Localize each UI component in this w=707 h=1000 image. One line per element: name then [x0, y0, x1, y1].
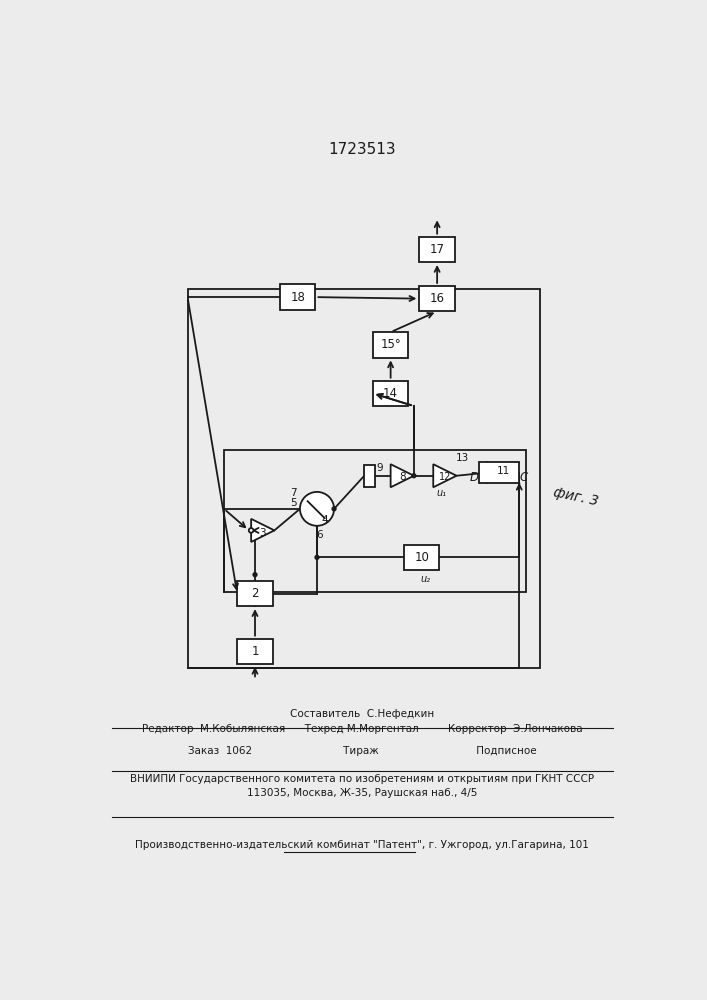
Bar — [237, 581, 273, 606]
Circle shape — [300, 492, 334, 526]
Text: 5: 5 — [291, 498, 297, 508]
Bar — [373, 332, 409, 358]
Text: 16: 16 — [430, 292, 445, 305]
Text: 12: 12 — [438, 472, 451, 482]
Text: 15°: 15° — [380, 338, 401, 351]
Circle shape — [249, 528, 253, 533]
Bar — [224, 450, 526, 592]
Circle shape — [412, 474, 416, 478]
Text: 1: 1 — [251, 645, 259, 658]
Text: Редактор  М.Кобылянская      Техред М.Моргентал         Корректор  Э.Лончакова: Редактор М.Кобылянская Техред М.Моргента… — [141, 724, 583, 734]
Bar — [364, 465, 375, 487]
Circle shape — [315, 555, 319, 559]
Text: 8: 8 — [399, 472, 406, 482]
Text: 113035, Москва, Ж-35, Раушская наб., 4/5: 113035, Москва, Ж-35, Раушская наб., 4/5 — [247, 788, 477, 798]
Bar — [237, 639, 273, 664]
Polygon shape — [251, 519, 274, 542]
Bar — [280, 284, 315, 310]
Bar — [404, 545, 440, 570]
Text: 2: 2 — [251, 587, 259, 600]
Text: 3: 3 — [259, 528, 266, 538]
Text: Составитель  С.Нефедкин: Составитель С.Нефедкин — [290, 709, 434, 719]
Polygon shape — [391, 464, 414, 487]
Text: 14: 14 — [383, 387, 398, 400]
Text: ВНИИПИ Государственного комитета по изобретениям и открытиям при ГКНТ СССР: ВНИИПИ Государственного комитета по изоб… — [130, 774, 594, 784]
Text: 9: 9 — [376, 463, 383, 473]
Circle shape — [332, 507, 336, 511]
Bar — [187, 289, 540, 668]
Text: фиг. 3: фиг. 3 — [552, 486, 600, 509]
Text: 13: 13 — [456, 453, 469, 463]
Text: 6: 6 — [316, 530, 322, 540]
Text: 11: 11 — [496, 466, 510, 476]
Text: u₂: u₂ — [421, 574, 431, 584]
Text: C: C — [520, 471, 528, 484]
Bar — [479, 462, 519, 483]
Text: Заказ  1062                            Тираж                              Подпис: Заказ 1062 Тираж Подпис — [187, 746, 537, 756]
Polygon shape — [433, 464, 457, 487]
Text: 17: 17 — [430, 243, 445, 256]
Text: 4: 4 — [322, 515, 328, 525]
Text: Производственно-издательский комбинат "Патент", г. Ужгород, ул.Гагарина, 101: Производственно-издательский комбинат "П… — [135, 840, 589, 850]
Bar — [419, 286, 455, 311]
Text: D: D — [470, 471, 479, 484]
Text: u₁: u₁ — [436, 488, 446, 498]
Text: 18: 18 — [290, 291, 305, 304]
Bar — [373, 381, 409, 406]
Bar — [419, 237, 455, 262]
Text: 7: 7 — [291, 488, 297, 498]
Text: 1723513: 1723513 — [328, 142, 396, 157]
Text: 10: 10 — [414, 551, 429, 564]
Circle shape — [253, 573, 257, 577]
